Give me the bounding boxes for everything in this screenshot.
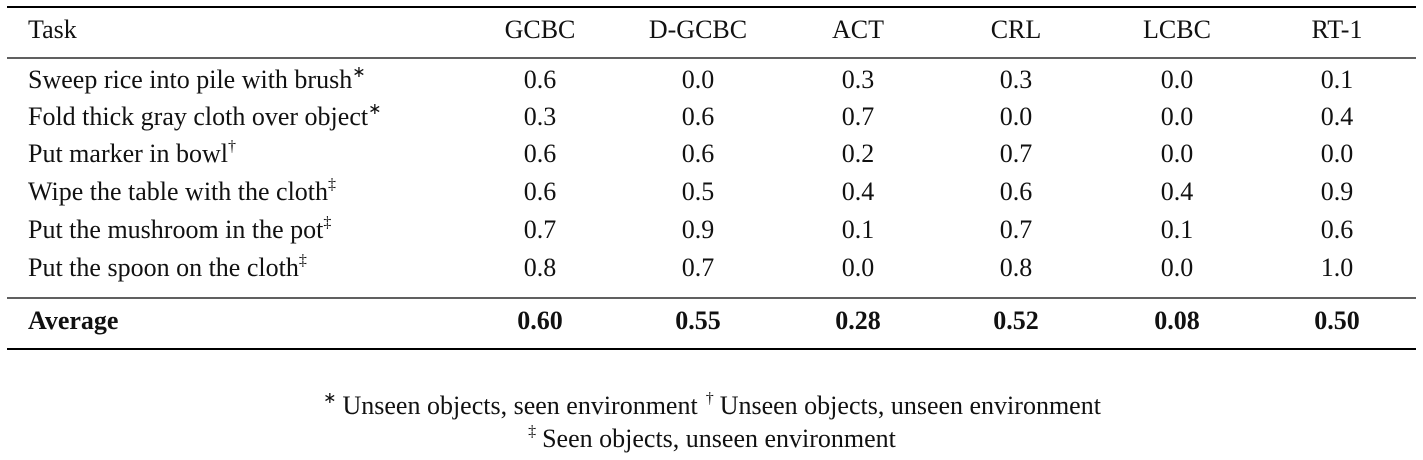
average-cell: 0.55 <box>675 306 721 335</box>
task-name: Put marker in bowl <box>28 139 228 168</box>
header-cell: CRL <box>991 15 1042 44</box>
header-cell: RT-1 <box>1312 15 1363 44</box>
value-cell: 0.8 <box>1000 253 1033 282</box>
value-cell: 0.4 <box>1321 102 1354 131</box>
value-cell: 0.1 <box>1161 215 1194 244</box>
value-cell: 0.0 <box>1161 65 1194 94</box>
footnote-line: ‡ Seen objects, unseen environment <box>528 423 897 453</box>
value-cell: 0.3 <box>524 102 557 131</box>
header-cell: GCBC <box>505 15 576 44</box>
task-name: Fold thick gray cloth over object <box>28 102 369 131</box>
value-cell: 0.0 <box>842 253 875 282</box>
task-cell: Put the mushroom in the pot‡ <box>28 214 331 244</box>
footnote-mark: ‡ <box>328 176 336 193</box>
average-cell: 0.28 <box>835 306 881 335</box>
task-name: Put the spoon on the cloth <box>28 253 299 282</box>
average-cell: 0.08 <box>1154 306 1200 335</box>
value-cell: 0.3 <box>842 65 875 94</box>
value-cell: 0.0 <box>1321 139 1354 168</box>
value-cell: 0.6 <box>1000 177 1033 206</box>
task-name: Put the mushroom in the pot <box>28 215 324 244</box>
footnote-mark: ∗ <box>352 64 365 81</box>
value-cell: 0.7 <box>682 253 715 282</box>
footnote-mark: ‡ <box>323 214 331 231</box>
value-cell: 0.9 <box>682 215 715 244</box>
value-cell: 0.9 <box>1321 177 1354 206</box>
task-cell: Put the spoon on the cloth‡ <box>28 252 307 282</box>
value-cell: 0.7 <box>1000 215 1033 244</box>
footnote-line: ∗ Unseen objects, seen environment † Unseen… <box>323 390 1102 420</box>
value-cell: 0.7 <box>524 215 557 244</box>
footnote-text: Unseen objects, seen environment <box>342 391 698 420</box>
task-cell: Sweep rice into pile with brush∗ <box>28 64 366 94</box>
footnote-mark: † <box>706 390 714 407</box>
value-cell: 0.6 <box>1321 215 1354 244</box>
task-cell: Wipe the table with the cloth‡ <box>28 176 336 206</box>
footnote-text: Seen objects, unseen environment <box>542 424 897 453</box>
value-cell: 0.0 <box>1161 139 1194 168</box>
footnote-text: Unseen objects, unseen environment <box>720 391 1102 420</box>
value-cell: 0.6 <box>682 139 715 168</box>
value-cell: 0.0 <box>682 65 715 94</box>
footnote-mark: ∗ <box>323 390 336 407</box>
value-cell: 0.8 <box>524 253 557 282</box>
value-cell: 0.4 <box>1161 177 1194 206</box>
value-cell: 0.7 <box>842 102 875 131</box>
value-cell: 0.0 <box>1161 253 1194 282</box>
value-cell: 0.1 <box>1321 65 1354 94</box>
value-cell: 0.5 <box>682 177 715 206</box>
task-cell: Put marker in bowl† <box>28 138 236 168</box>
value-cell: 0.0 <box>1161 102 1194 131</box>
task-name: Sweep rice into pile with brush <box>28 65 352 94</box>
value-cell: 0.6 <box>524 65 557 94</box>
value-cell: 0.0 <box>1000 102 1033 131</box>
value-cell: 0.3 <box>1000 65 1033 94</box>
average-cell: 0.50 <box>1314 306 1360 335</box>
value-cell: 0.6 <box>524 139 557 168</box>
average-cell: 0.52 <box>993 306 1039 335</box>
task-name: Wipe the table with the cloth <box>28 177 328 206</box>
footnote-mark: ∗ <box>368 101 381 118</box>
value-cell: 0.4 <box>842 177 875 206</box>
header-cell: LCBC <box>1143 15 1211 44</box>
value-cell: 0.6 <box>524 177 557 206</box>
value-cell: 0.6 <box>682 102 715 131</box>
footnote-mark: ‡ <box>299 252 307 269</box>
value-cell: 0.1 <box>842 215 875 244</box>
header-cell: ACT <box>832 15 884 44</box>
task-cell: Fold thick gray cloth over object∗ <box>28 101 382 131</box>
average-cell: 0.60 <box>517 306 563 335</box>
average-label: Average <box>28 306 118 335</box>
value-cell: 0.2 <box>842 139 875 168</box>
value-cell: 1.0 <box>1321 253 1354 282</box>
value-cell: 0.7 <box>1000 139 1033 168</box>
footnote-mark: † <box>228 138 236 155</box>
header-cell: Task <box>28 15 77 44</box>
header-cell: D-GCBC <box>649 15 747 44</box>
footnote-mark: ‡ <box>528 423 536 440</box>
